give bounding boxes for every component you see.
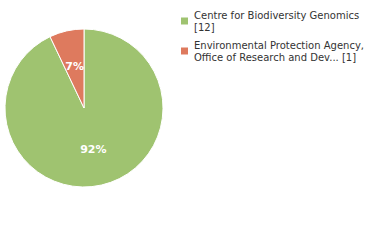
svg-text:7%: 7% <box>65 60 84 73</box>
svg-text:[12]: [12] <box>194 22 215 33</box>
svg-text:92%: 92% <box>80 143 106 156</box>
svg-text:Centre for Biodiversity Genomi: Centre for Biodiversity Genomics <box>194 10 362 21</box>
svg-text:Office of Research and Dev...: Office of Research and Dev... [1] <box>194 52 356 63</box>
svg-text:Environmental Protection Agenc: Environmental Protection Agency, <box>194 40 367 51</box>
